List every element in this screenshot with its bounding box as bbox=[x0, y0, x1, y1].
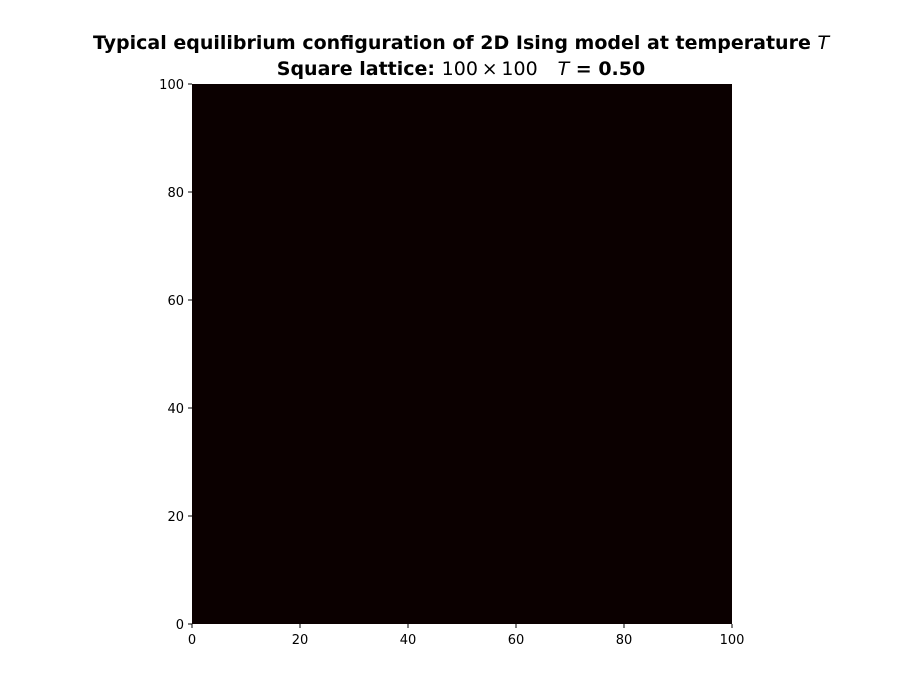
subtitle-temperature-symbol: T bbox=[557, 58, 570, 80]
x-tick-label: 60 bbox=[508, 633, 525, 648]
chart-subtitle: Square lattice: 100 × 100 T = 0.50 bbox=[0, 56, 900, 82]
x-tick-label: 40 bbox=[400, 633, 417, 648]
subtitle-lattice-size: 100 × 100 bbox=[441, 58, 538, 80]
x-tick-label: 80 bbox=[616, 633, 633, 648]
y-axis: 0 20 40 60 80 100 bbox=[159, 78, 192, 633]
x-tick-label: 100 bbox=[720, 633, 745, 648]
x-tick-label: 20 bbox=[292, 633, 309, 648]
spin-lattice-field bbox=[192, 84, 732, 624]
x-axis: 0 20 40 60 80 100 bbox=[188, 624, 745, 648]
chart-title-block: Typical equilibrium configuration of 2D … bbox=[0, 30, 900, 82]
y-tick-label: 100 bbox=[159, 78, 184, 93]
y-tick-label: 0 bbox=[176, 618, 184, 633]
subtitle-temperature-value: = 0.50 bbox=[575, 58, 646, 80]
y-tick-label: 60 bbox=[167, 294, 184, 309]
y-tick-label: 80 bbox=[167, 186, 184, 201]
subtitle-prefix: Square lattice: bbox=[276, 58, 436, 80]
chart-title: Typical equilibrium configuration of 2D … bbox=[92, 32, 830, 54]
y-tick-label: 20 bbox=[167, 510, 184, 525]
title-temperature-symbol: T bbox=[817, 32, 830, 54]
y-tick-label: 40 bbox=[167, 402, 184, 417]
x-tick-label: 0 bbox=[188, 633, 196, 648]
